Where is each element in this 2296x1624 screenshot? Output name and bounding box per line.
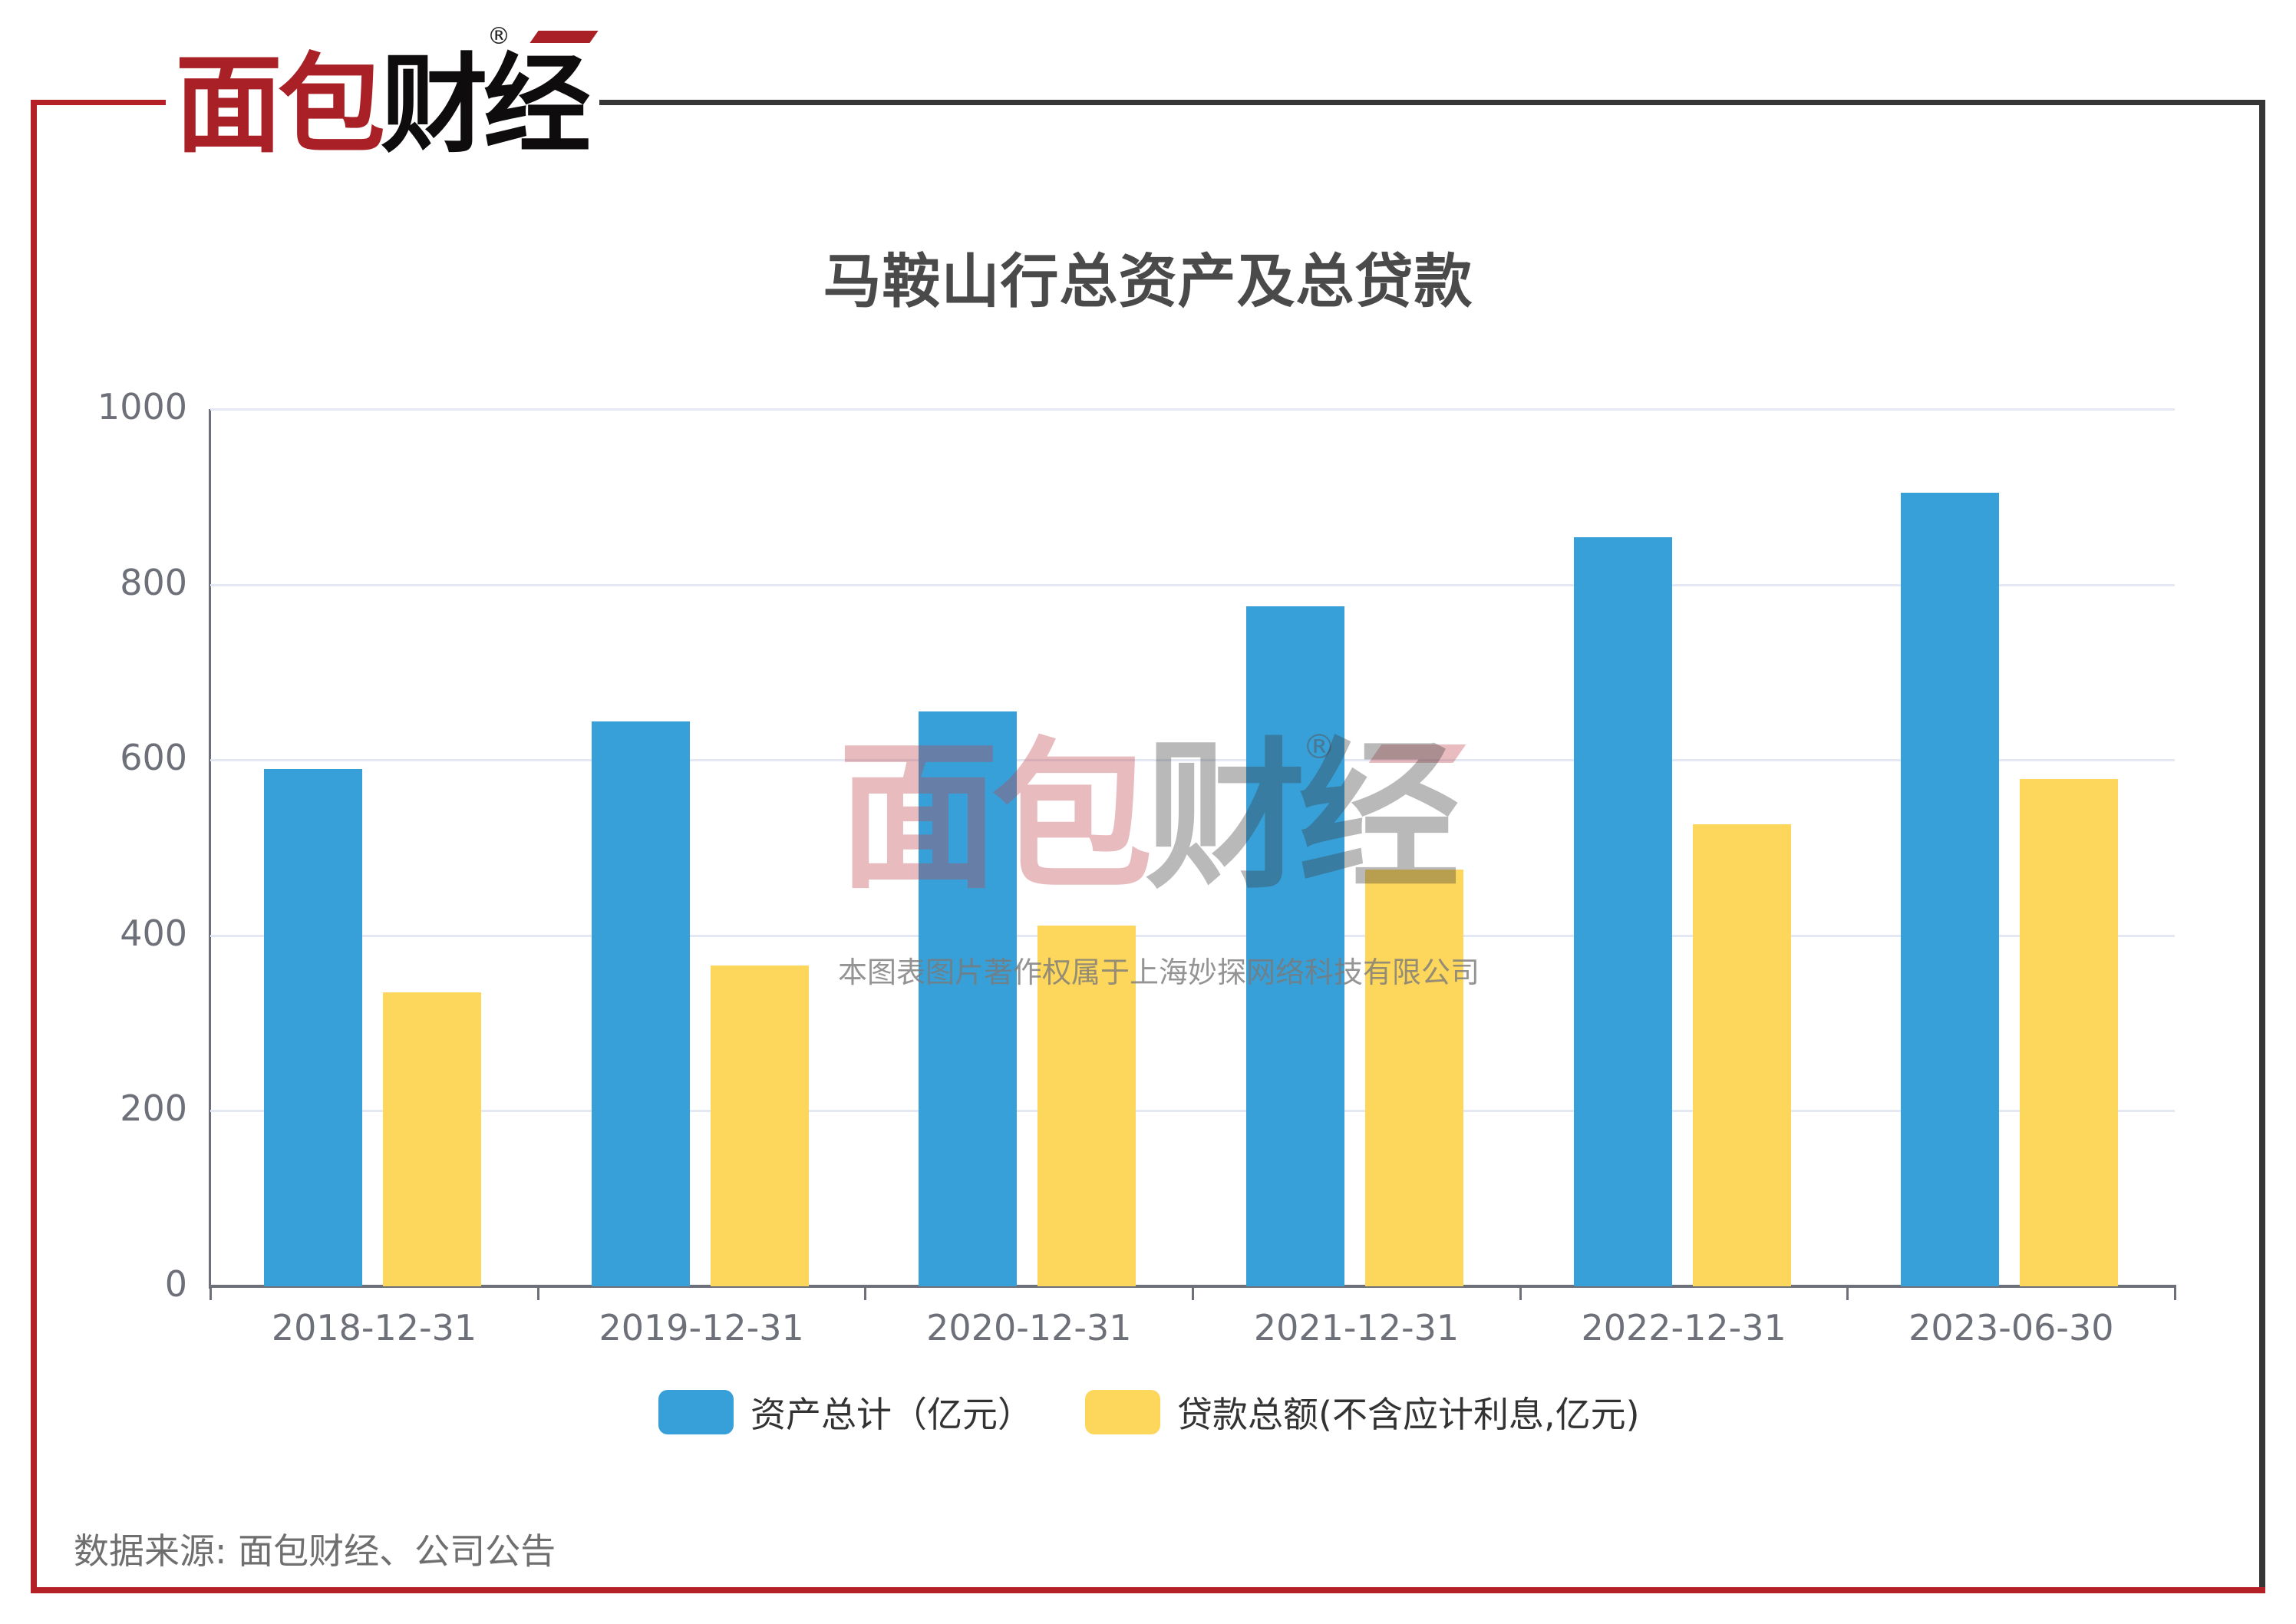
gridline — [210, 1110, 2175, 1113]
gridline — [210, 759, 2175, 762]
x-tick-mark — [1192, 1286, 1194, 1300]
x-tick-mark — [2174, 1286, 2176, 1300]
x-tick-mark — [1846, 1286, 1849, 1300]
y-tick-label: 1000 — [97, 386, 187, 427]
frame-top-dark-segment — [599, 100, 2265, 105]
y-tick-label: 200 — [120, 1088, 187, 1130]
legend-label: 资产总计（亿元） — [750, 1394, 1033, 1435]
data-source-note: 数据来源: 面包财经、公司公告 — [74, 1530, 556, 1572]
x-tick-label: 2022-12-31 — [1581, 1307, 1786, 1348]
bar-total-assets[interactable] — [1573, 536, 1672, 1286]
x-tick-label: 2019-12-31 — [599, 1307, 804, 1348]
frame-left-border — [31, 100, 37, 1593]
chart-title: 马鞍山行总资产及总贷款 — [823, 247, 1473, 315]
x-tick-mark — [209, 1286, 212, 1300]
gridline — [210, 583, 2175, 586]
x-tick-label: 2021-12-31 — [1253, 1307, 1460, 1348]
bar-total-assets[interactable] — [1246, 606, 1344, 1286]
legend-swatch-yellow-icon — [1085, 1390, 1160, 1434]
y-tick-label: 600 — [120, 737, 187, 779]
y-axis-line — [209, 409, 211, 1289]
gridline — [210, 934, 2175, 937]
logo-accent-bar — [529, 31, 599, 43]
frame-top-red-segment — [31, 100, 166, 105]
x-tick-label: 2018-12-31 — [271, 1307, 477, 1348]
y-tick-label: 800 — [120, 561, 187, 603]
legend-label: 贷款总额(不含应计利息,亿元) — [1177, 1394, 1640, 1435]
bar-total-assets[interactable] — [264, 768, 362, 1286]
x-tick-mark — [1519, 1286, 1522, 1300]
x-tick-mark — [536, 1286, 539, 1300]
x-tick-label: 2020-12-31 — [926, 1307, 1132, 1348]
frame-right-border — [2259, 100, 2265, 1593]
registered-mark-icon: ® — [487, 23, 510, 50]
x-tick-label: 2023-06-30 — [1908, 1307, 2114, 1348]
logo-text-dark: 财经 — [381, 43, 591, 168]
bar-total-loans[interactable] — [1365, 870, 1463, 1286]
bar-total-loans[interactable] — [1692, 824, 1791, 1286]
bar-total-loans[interactable] — [710, 965, 809, 1286]
bar-total-loans[interactable] — [2020, 779, 2119, 1286]
bar-total-assets[interactable] — [591, 721, 690, 1286]
frame-bottom-border — [31, 1587, 2265, 1593]
chart-legend: 资产总计（亿元） 贷款总额(不含应计利息,亿元) — [658, 1388, 1692, 1437]
logo-text-red: 面包 — [175, 43, 385, 168]
gridline — [210, 408, 2175, 411]
brand-logo: ® 面包财经 — [175, 23, 599, 161]
bar-total-loans[interactable] — [1037, 926, 1136, 1286]
bar-total-loans[interactable] — [383, 992, 481, 1286]
legend-swatch-blue-icon — [658, 1390, 734, 1434]
watermark-caption: 本图表图片著作权属于上海妙探网络科技有限公司 — [838, 956, 1480, 989]
bar-total-assets[interactable] — [919, 711, 1018, 1286]
y-tick-label: 400 — [120, 912, 187, 954]
legend-item-total-assets[interactable]: 资产总计（亿元） — [658, 1387, 1033, 1438]
bar-total-assets[interactable] — [1901, 492, 2000, 1286]
legend-item-total-loans[interactable]: 贷款总额(不含应计利息,亿元) — [1085, 1387, 1640, 1438]
y-tick-label: 0 — [164, 1263, 187, 1305]
plot-area: 0 200 400 600 800 1000 2018-12-31 2019-12-31 202… — [97, 389, 2176, 1348]
x-tick-mark — [864, 1286, 867, 1300]
